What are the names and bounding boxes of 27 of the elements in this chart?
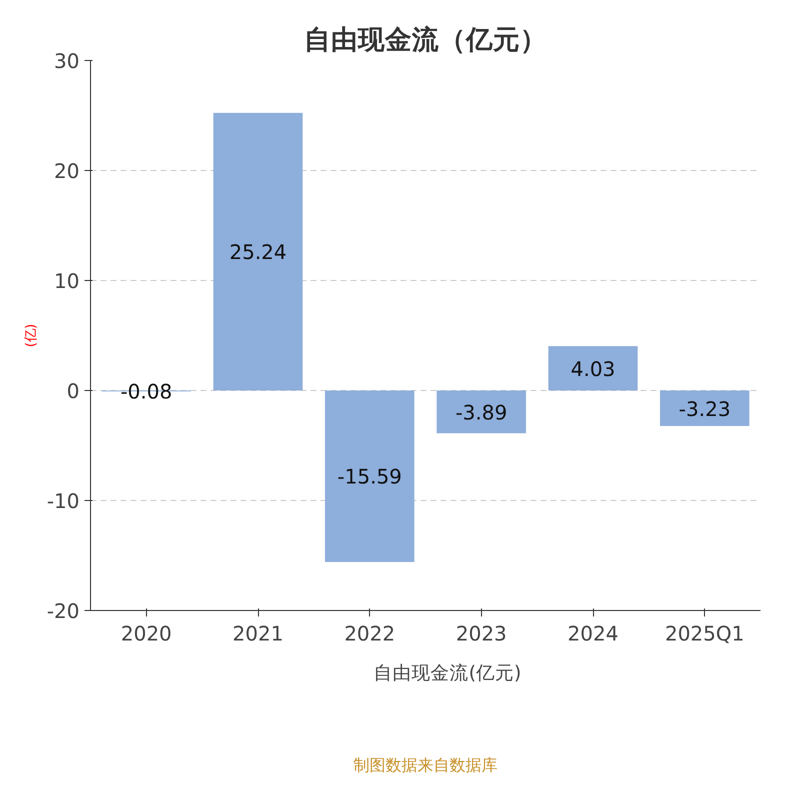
bar (325, 390, 414, 562)
y-tick-label: 10 (54, 269, 80, 293)
data-label: -15.59 (337, 464, 402, 489)
x-tick-label: 2025Q1 (664, 622, 744, 646)
bar (548, 346, 638, 390)
bar (213, 112, 303, 390)
data-label: -3.23 (678, 396, 731, 421)
x-tick-label: 2022 (344, 622, 396, 646)
bar (660, 390, 750, 426)
y-axis-title: (亿) (24, 324, 39, 348)
y-tick-label: 30 (54, 49, 80, 73)
x-tick-label: 2021 (232, 622, 284, 646)
chart-title: 自由现金流（亿元） (304, 24, 547, 56)
y-tick-label: -20 (46, 599, 80, 623)
text: 自由现金流(亿元) (374, 662, 522, 686)
data-label: -3.89 (455, 400, 508, 424)
y-tick-label: -10 (46, 489, 80, 513)
x-tick-label: 2024 (568, 622, 618, 646)
text: 制图数据来自数据库 (354, 755, 498, 774)
y-tick-label: 0 (66, 379, 80, 403)
x-tick-label: 2023 (456, 622, 507, 646)
y-tick-label: 20 (54, 159, 80, 183)
data-label: 25.24 (229, 240, 287, 264)
x-tick-label: 2020 (120, 622, 172, 646)
data-label: 4.03 (570, 356, 616, 381)
bar (436, 390, 526, 434)
data-label: -0.08 (120, 379, 172, 404)
